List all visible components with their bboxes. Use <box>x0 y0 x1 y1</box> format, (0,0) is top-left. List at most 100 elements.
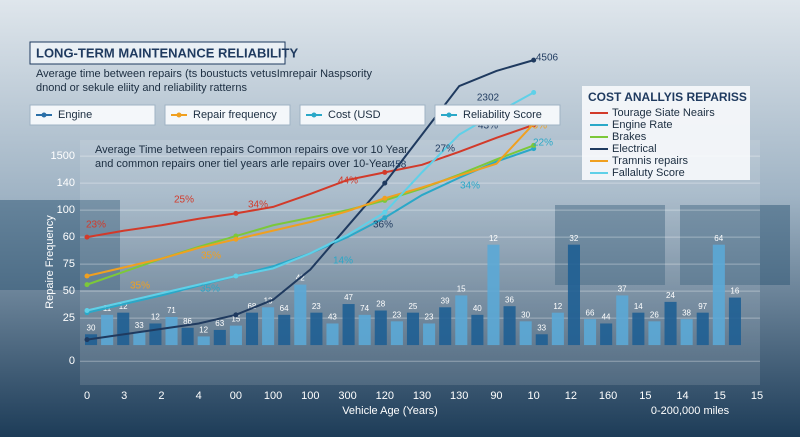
point-label: 43% <box>478 121 498 132</box>
bar <box>197 336 210 346</box>
point <box>531 142 537 148</box>
point <box>233 210 239 216</box>
y-tick-label: 100 <box>57 204 75 216</box>
point <box>233 236 239 242</box>
point-label: 36% <box>373 220 393 231</box>
bar <box>165 317 178 346</box>
bar-label: 74 <box>360 304 369 313</box>
bar-label: 12 <box>553 302 562 311</box>
legend-box <box>434 104 561 126</box>
x-tick-label: 300 <box>338 390 356 402</box>
monitor <box>680 205 790 285</box>
legend-label: Cost (USD <box>328 109 381 121</box>
x-tick-label: 130 <box>450 390 468 402</box>
bar <box>133 332 146 346</box>
bar-label: 30 <box>521 310 530 319</box>
subtitle: Average time between repairs (ts boustuc… <box>36 68 373 80</box>
legend-label: Engine Rate <box>612 119 673 131</box>
bar <box>149 323 162 346</box>
point-label: 44% <box>338 176 358 187</box>
bar <box>584 319 597 346</box>
point-label: 22% <box>533 138 553 149</box>
bar-label: 66 <box>586 308 595 317</box>
legend-label: Brakes <box>612 131 647 143</box>
bar-label: 40 <box>473 304 482 313</box>
x-tick-label: 120 <box>376 390 394 402</box>
legend-box <box>164 104 291 126</box>
bar-label: 12 <box>199 326 208 335</box>
x-tick-label: 14 <box>676 390 688 402</box>
x-axis-label: Vehicle Age (Years) <box>342 405 438 417</box>
point <box>84 234 90 240</box>
bar-label: 26 <box>650 310 659 319</box>
bar <box>632 312 645 346</box>
bar-label: 36 <box>505 295 514 304</box>
bar <box>487 244 500 346</box>
bar <box>213 329 226 346</box>
line <box>86 59 534 341</box>
bar <box>229 325 242 346</box>
line <box>86 123 534 239</box>
y-axis-label: Repaire Frequency <box>44 215 56 309</box>
x-tick-label: 100 <box>264 390 282 402</box>
point <box>84 282 90 288</box>
x-tick-label: 10 <box>528 390 540 402</box>
bar <box>262 307 275 346</box>
legend-label: Reliability Score <box>463 109 542 121</box>
bar-label: 71 <box>167 306 176 315</box>
x-note: 0-200,000 miles <box>651 405 730 417</box>
point <box>382 195 388 201</box>
bar-label: 30 <box>87 323 96 332</box>
bar-label: 28 <box>376 300 385 309</box>
chart-title: LONG-TERM MAINTENANCE RELIABILITY <box>36 45 298 60</box>
y-tick-label: 50 <box>63 285 75 297</box>
bar-label: 44 <box>602 313 611 322</box>
bar-label: 64 <box>714 234 723 243</box>
bar-label: 12 <box>151 313 160 322</box>
legend-swatch <box>446 112 452 118</box>
bar-label: 15 <box>231 315 240 324</box>
point-label: 35% <box>201 251 221 262</box>
bar <box>278 314 291 346</box>
bar <box>374 310 387 346</box>
bar <box>728 297 741 346</box>
x-tick-label: 12 <box>565 390 577 402</box>
x-tick-label: 130 <box>413 390 431 402</box>
bar-label: 15 <box>457 285 466 294</box>
point-label: 458 <box>390 160 407 171</box>
bar <box>117 312 130 346</box>
legend-swatch <box>176 112 182 118</box>
bar-label: 12 <box>489 234 498 243</box>
bar <box>680 319 693 346</box>
x-tick-label: 3 <box>121 390 127 402</box>
bar <box>471 314 484 346</box>
point <box>84 273 90 279</box>
line <box>86 123 535 277</box>
bar-label: 86 <box>183 317 192 326</box>
bar-label: 33 <box>135 321 144 330</box>
bar-label: 38 <box>682 308 691 317</box>
legend-label: Tramnis repairs <box>612 155 688 167</box>
legend-label: Repair frequency <box>193 109 277 121</box>
bar <box>648 321 661 346</box>
bar-label: 47 <box>344 293 353 302</box>
point <box>84 308 90 314</box>
point <box>382 169 388 175</box>
point <box>233 273 239 279</box>
x-tick-label: 0 <box>84 390 90 402</box>
legend-swatch <box>41 112 47 118</box>
bar-label: 12 <box>119 302 128 311</box>
legend-title: COST ANALLYIS REPARISS <box>588 90 747 104</box>
point-label: 27% <box>435 144 455 155</box>
point <box>531 57 537 63</box>
bar <box>326 323 339 346</box>
point <box>233 312 239 318</box>
point <box>84 337 90 343</box>
bar-label: 23 <box>425 313 434 322</box>
x-tick-label: 90 <box>490 390 502 402</box>
point-label: 35% <box>130 281 150 292</box>
x-tick-label: 15 <box>714 390 726 402</box>
legend-swatch <box>311 112 317 118</box>
